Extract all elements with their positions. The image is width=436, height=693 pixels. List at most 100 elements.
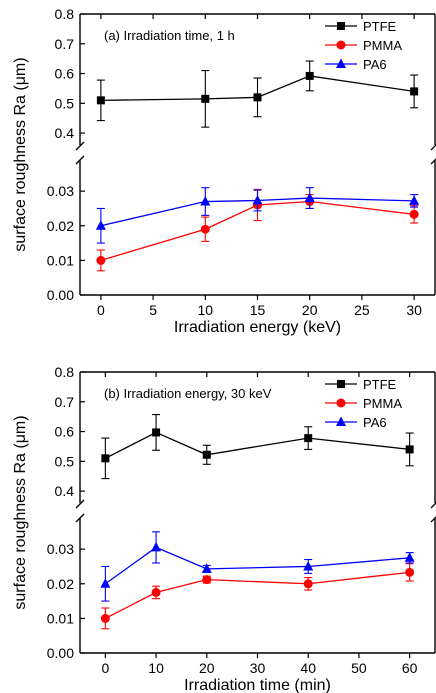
data-point: [252, 195, 263, 205]
x-tick-label: 10: [148, 660, 164, 676]
series-pa6: [100, 531, 415, 602]
data-point: [405, 567, 415, 577]
data-point: [151, 541, 162, 552]
axis-break-mark: [75, 513, 85, 523]
x-tick-label: 50: [351, 660, 367, 676]
legend-label: PA6: [363, 57, 387, 72]
axis-break-mark: [430, 516, 436, 523]
y-tick-label: 0.02: [47, 218, 74, 234]
x-tick-label: 15: [250, 302, 266, 318]
y-tick-label: 0.02: [47, 576, 74, 592]
y-tick-label: 0.6: [55, 424, 75, 440]
data-point: [303, 560, 314, 571]
data-point: [405, 445, 414, 454]
data-point: [305, 71, 314, 80]
legend-label: PTFE: [363, 19, 397, 34]
x-tick-label: 10: [198, 302, 214, 318]
legend-item-ptfe: PTFE: [325, 377, 397, 392]
y-tick-label: 0.5: [55, 453, 75, 469]
data-point: [304, 434, 313, 443]
legend-label: PMMA: [363, 396, 402, 411]
series-line: [104, 546, 410, 585]
y-tick-label: 0.03: [47, 183, 74, 199]
axis-break-mark: [75, 499, 85, 509]
data-point: [200, 224, 210, 234]
y-tick-label: 0.00: [47, 287, 74, 303]
axis-break-mark: [430, 158, 436, 165]
y-tick-label: 0.7: [55, 36, 75, 52]
x-tick-label: 5: [149, 302, 157, 318]
x-tick-label: 30: [406, 302, 422, 318]
x-tick-label: 40: [300, 660, 316, 676]
y-axis-label: surface roughness Ra (μm): [12, 57, 29, 251]
data-point: [100, 578, 111, 588]
y-axis-label: surface roughness Ra (μm): [12, 415, 29, 609]
legend-label: PTFE: [363, 377, 397, 392]
data-point: [100, 613, 110, 623]
data-point: [201, 563, 212, 573]
axis-break-mark: [430, 502, 436, 509]
data-point: [201, 94, 210, 103]
legend-marker: [336, 40, 346, 50]
data-point: [101, 454, 110, 463]
x-tick-label: 20: [199, 660, 215, 676]
data-point: [253, 93, 262, 102]
data-point: [409, 209, 419, 219]
series-line: [105, 431, 410, 459]
series-pmma: [100, 563, 415, 630]
y-tick-label: 0.8: [55, 6, 75, 22]
x-tick-label: 0: [101, 660, 109, 676]
data-point: [202, 450, 211, 459]
legend-label: PMMA: [363, 38, 402, 53]
y-tick-label: 0.7: [55, 394, 75, 410]
y-tick-label: 0.6: [55, 66, 75, 82]
data-point: [409, 195, 420, 205]
legend-marker: [337, 22, 345, 30]
y-tick-label: 0.4: [55, 125, 75, 141]
chart-panel-a: 0 5 10 15 20 25 30 0.4 0.5 0.6 0.7 0.8 0.00 0.01 0.02 0…: [12, 6, 436, 336]
x-tick-label: 20: [302, 302, 318, 318]
x-tick-label: 30: [250, 660, 266, 676]
legend-item-ptfe: PTFE: [325, 19, 397, 34]
data-point: [410, 87, 419, 96]
y-tick-label: 0.5: [55, 95, 75, 111]
data-point: [304, 192, 315, 203]
legend-marker: [336, 398, 346, 408]
legend-item-pa6: PA6: [325, 415, 387, 430]
x-tick-label: 25: [354, 302, 370, 318]
data-point: [200, 196, 211, 206]
series-ptfe: [101, 414, 414, 480]
series-pa6: [95, 187, 420, 244]
x-axis-label: Irradiation time (min): [184, 677, 331, 693]
legend-label: PA6: [363, 415, 387, 430]
legend-item-pa6: PA6: [325, 57, 387, 72]
x-axis-label: Irradiation energy (keV): [174, 319, 341, 336]
y-tick-label: 0.4: [55, 483, 75, 499]
data-point: [96, 96, 105, 105]
y-tick-label: 0.8: [55, 364, 75, 380]
chart-panel-b: 0 10 20 30 40 50 60 0.4 0.5 0.6 0.7 0.8 0.00 0.01 0.02…: [12, 364, 436, 693]
legend-marker: [336, 416, 346, 426]
data-point: [202, 575, 212, 585]
legend-marker: [336, 58, 346, 68]
data-point: [151, 587, 161, 597]
legend-item-pmma: PMMA: [325, 396, 402, 411]
series-ptfe: [96, 60, 419, 128]
axis-break-mark: [430, 144, 436, 151]
axis-break-mark: [75, 155, 85, 165]
x-tick-label: 0: [97, 302, 105, 318]
panel-annotation: (b) Irradiation energy, 30 keV: [104, 386, 272, 401]
y-tick-label: 0.01: [47, 252, 74, 268]
series-line: [105, 571, 410, 619]
legend-marker: [337, 380, 345, 388]
data-point: [95, 220, 106, 230]
data-point: [303, 579, 313, 589]
axis-break-mark: [75, 141, 85, 151]
data-point: [152, 428, 161, 437]
y-tick-label: 0.03: [47, 541, 74, 557]
y-tick-label: 0.01: [47, 610, 74, 626]
data-point: [404, 552, 415, 562]
legend-item-pmma: PMMA: [325, 38, 402, 53]
data-point: [96, 255, 106, 265]
